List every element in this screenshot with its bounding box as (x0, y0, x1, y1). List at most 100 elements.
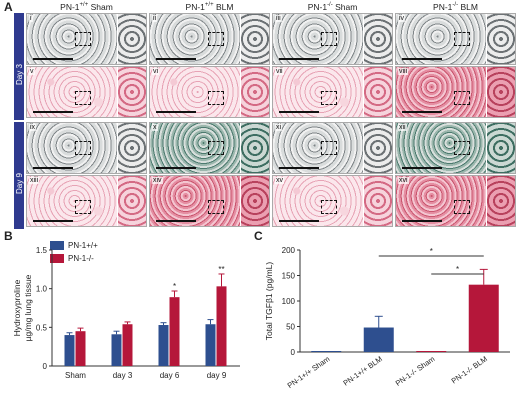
tile-label: xiii (29, 177, 40, 184)
scale-bar (402, 167, 442, 169)
legend-item-ko: PN-1-/- (50, 254, 94, 263)
tile-label: xiv (152, 177, 163, 184)
micrograph-tile: ix (26, 122, 147, 174)
scale-bar (33, 58, 73, 60)
x-tick-label: PN-1+/+ Sham (286, 354, 332, 390)
scale-bar (156, 220, 196, 222)
bar (111, 334, 122, 366)
bar (64, 335, 75, 366)
micrograph-tile: v (26, 66, 147, 118)
x-tick-label: day 6 (160, 371, 180, 380)
micrograph-tile: xv (272, 175, 393, 227)
significance-label: * (456, 265, 459, 274)
tile-label: ix (29, 124, 37, 131)
significance-label: ** (218, 265, 224, 274)
bar (75, 331, 86, 366)
tile-label: i (29, 15, 33, 22)
panel-a-letter: A (4, 0, 13, 14)
micrograph-inset (486, 123, 515, 173)
bar (158, 325, 169, 366)
zoom-box (454, 200, 470, 214)
zoom-box (321, 141, 337, 155)
tile-label: ii (152, 15, 158, 22)
tile-label: xi (275, 124, 283, 131)
micrograph-tile: vii (272, 66, 393, 118)
bar (468, 284, 499, 352)
micrograph-inset (240, 123, 269, 173)
tile-label: vi (152, 68, 160, 75)
micrograph-tile: iii (272, 13, 393, 65)
column-header-2: PN-1+/+ BLM (185, 2, 234, 12)
bar (205, 324, 216, 366)
micrograph-inset (117, 123, 146, 173)
panel-b-letter: B (4, 229, 13, 243)
column-header-3: PN-1-/- Sham (307, 2, 358, 12)
y-tick-label: 50 (286, 323, 295, 332)
micrograph-inset (363, 14, 392, 64)
scale-bar (402, 220, 442, 222)
y-tick-label: 0 (291, 348, 296, 357)
micrograph-inset (363, 67, 392, 117)
micrograph-tile: xiv (149, 175, 270, 227)
zoom-box (321, 32, 337, 46)
y-axis-label: Total TGFβ1 (pg/mL) (264, 262, 274, 341)
y-tick-label: 200 (282, 246, 296, 255)
scale-bar (402, 58, 442, 60)
y-tick-label: 100 (282, 297, 296, 306)
scale-bar (279, 58, 319, 60)
bar (363, 327, 394, 352)
panel-c-letter: C (254, 229, 263, 243)
micrograph-inset (240, 14, 269, 64)
significance-label: * (173, 282, 176, 291)
tile-label: xvi (398, 177, 409, 184)
micrograph-inset (117, 67, 146, 117)
bar (169, 297, 180, 366)
legend-swatch-ko (50, 254, 64, 263)
row-band-day9: Day 9 (14, 122, 24, 229)
tile-label: x (152, 124, 158, 131)
tile-label: xii (398, 124, 407, 131)
zoom-box (454, 32, 470, 46)
scale-bar (156, 58, 196, 60)
row-band-day3: Day 3 (14, 13, 24, 120)
micrograph-inset (363, 176, 392, 226)
y-tick-label: 0 (43, 362, 48, 371)
micrograph-tile: xii (395, 122, 516, 174)
scale-bar (156, 167, 196, 169)
y-tick-label: 1.5 (36, 246, 48, 255)
zoom-box (208, 91, 224, 105)
zoom-box (75, 32, 91, 46)
tile-label: viii (398, 68, 409, 75)
micrograph-tile: viii (395, 66, 516, 118)
zoom-box (454, 141, 470, 155)
x-tick-label: PN-1-/- BLM (450, 354, 489, 385)
significance-label: * (430, 247, 433, 256)
scale-bar (279, 111, 319, 113)
tile-label: v (29, 68, 35, 75)
x-tick-label: PN-1+/+ BLM (342, 354, 384, 387)
x-tick-label: day 3 (113, 371, 133, 380)
row-label-day3: Day 3 (15, 64, 24, 85)
scale-bar (279, 220, 319, 222)
bar (216, 286, 227, 366)
tile-label: vii (275, 68, 284, 75)
micrograph-inset (486, 14, 515, 64)
micrograph-tile: xiii (26, 175, 147, 227)
hydroxyproline-chart: 0 0.5 1.0 1.5 Hydroxyproline µg/mg lung tissu… (12, 246, 240, 380)
zoom-box (208, 141, 224, 155)
scale-bar (279, 167, 319, 169)
x-tick-label: Sham (65, 371, 86, 380)
y-tick-label: 150 (282, 272, 296, 281)
micrograph-tile: i (26, 13, 147, 65)
x-tick-label: day 9 (207, 371, 227, 380)
zoom-box (75, 91, 91, 105)
legend-label-ko: PN-1-/- (68, 254, 94, 263)
y-axis-label-units: µg/mg lung tissue (23, 274, 33, 341)
row-label-day9: Day 9 (15, 173, 24, 194)
zoom-box (208, 200, 224, 214)
zoom-box (75, 200, 91, 214)
legend-swatch-wt (50, 241, 64, 250)
micrograph-inset (240, 67, 269, 117)
micrograph-inset (117, 14, 146, 64)
scale-bar (402, 111, 442, 113)
